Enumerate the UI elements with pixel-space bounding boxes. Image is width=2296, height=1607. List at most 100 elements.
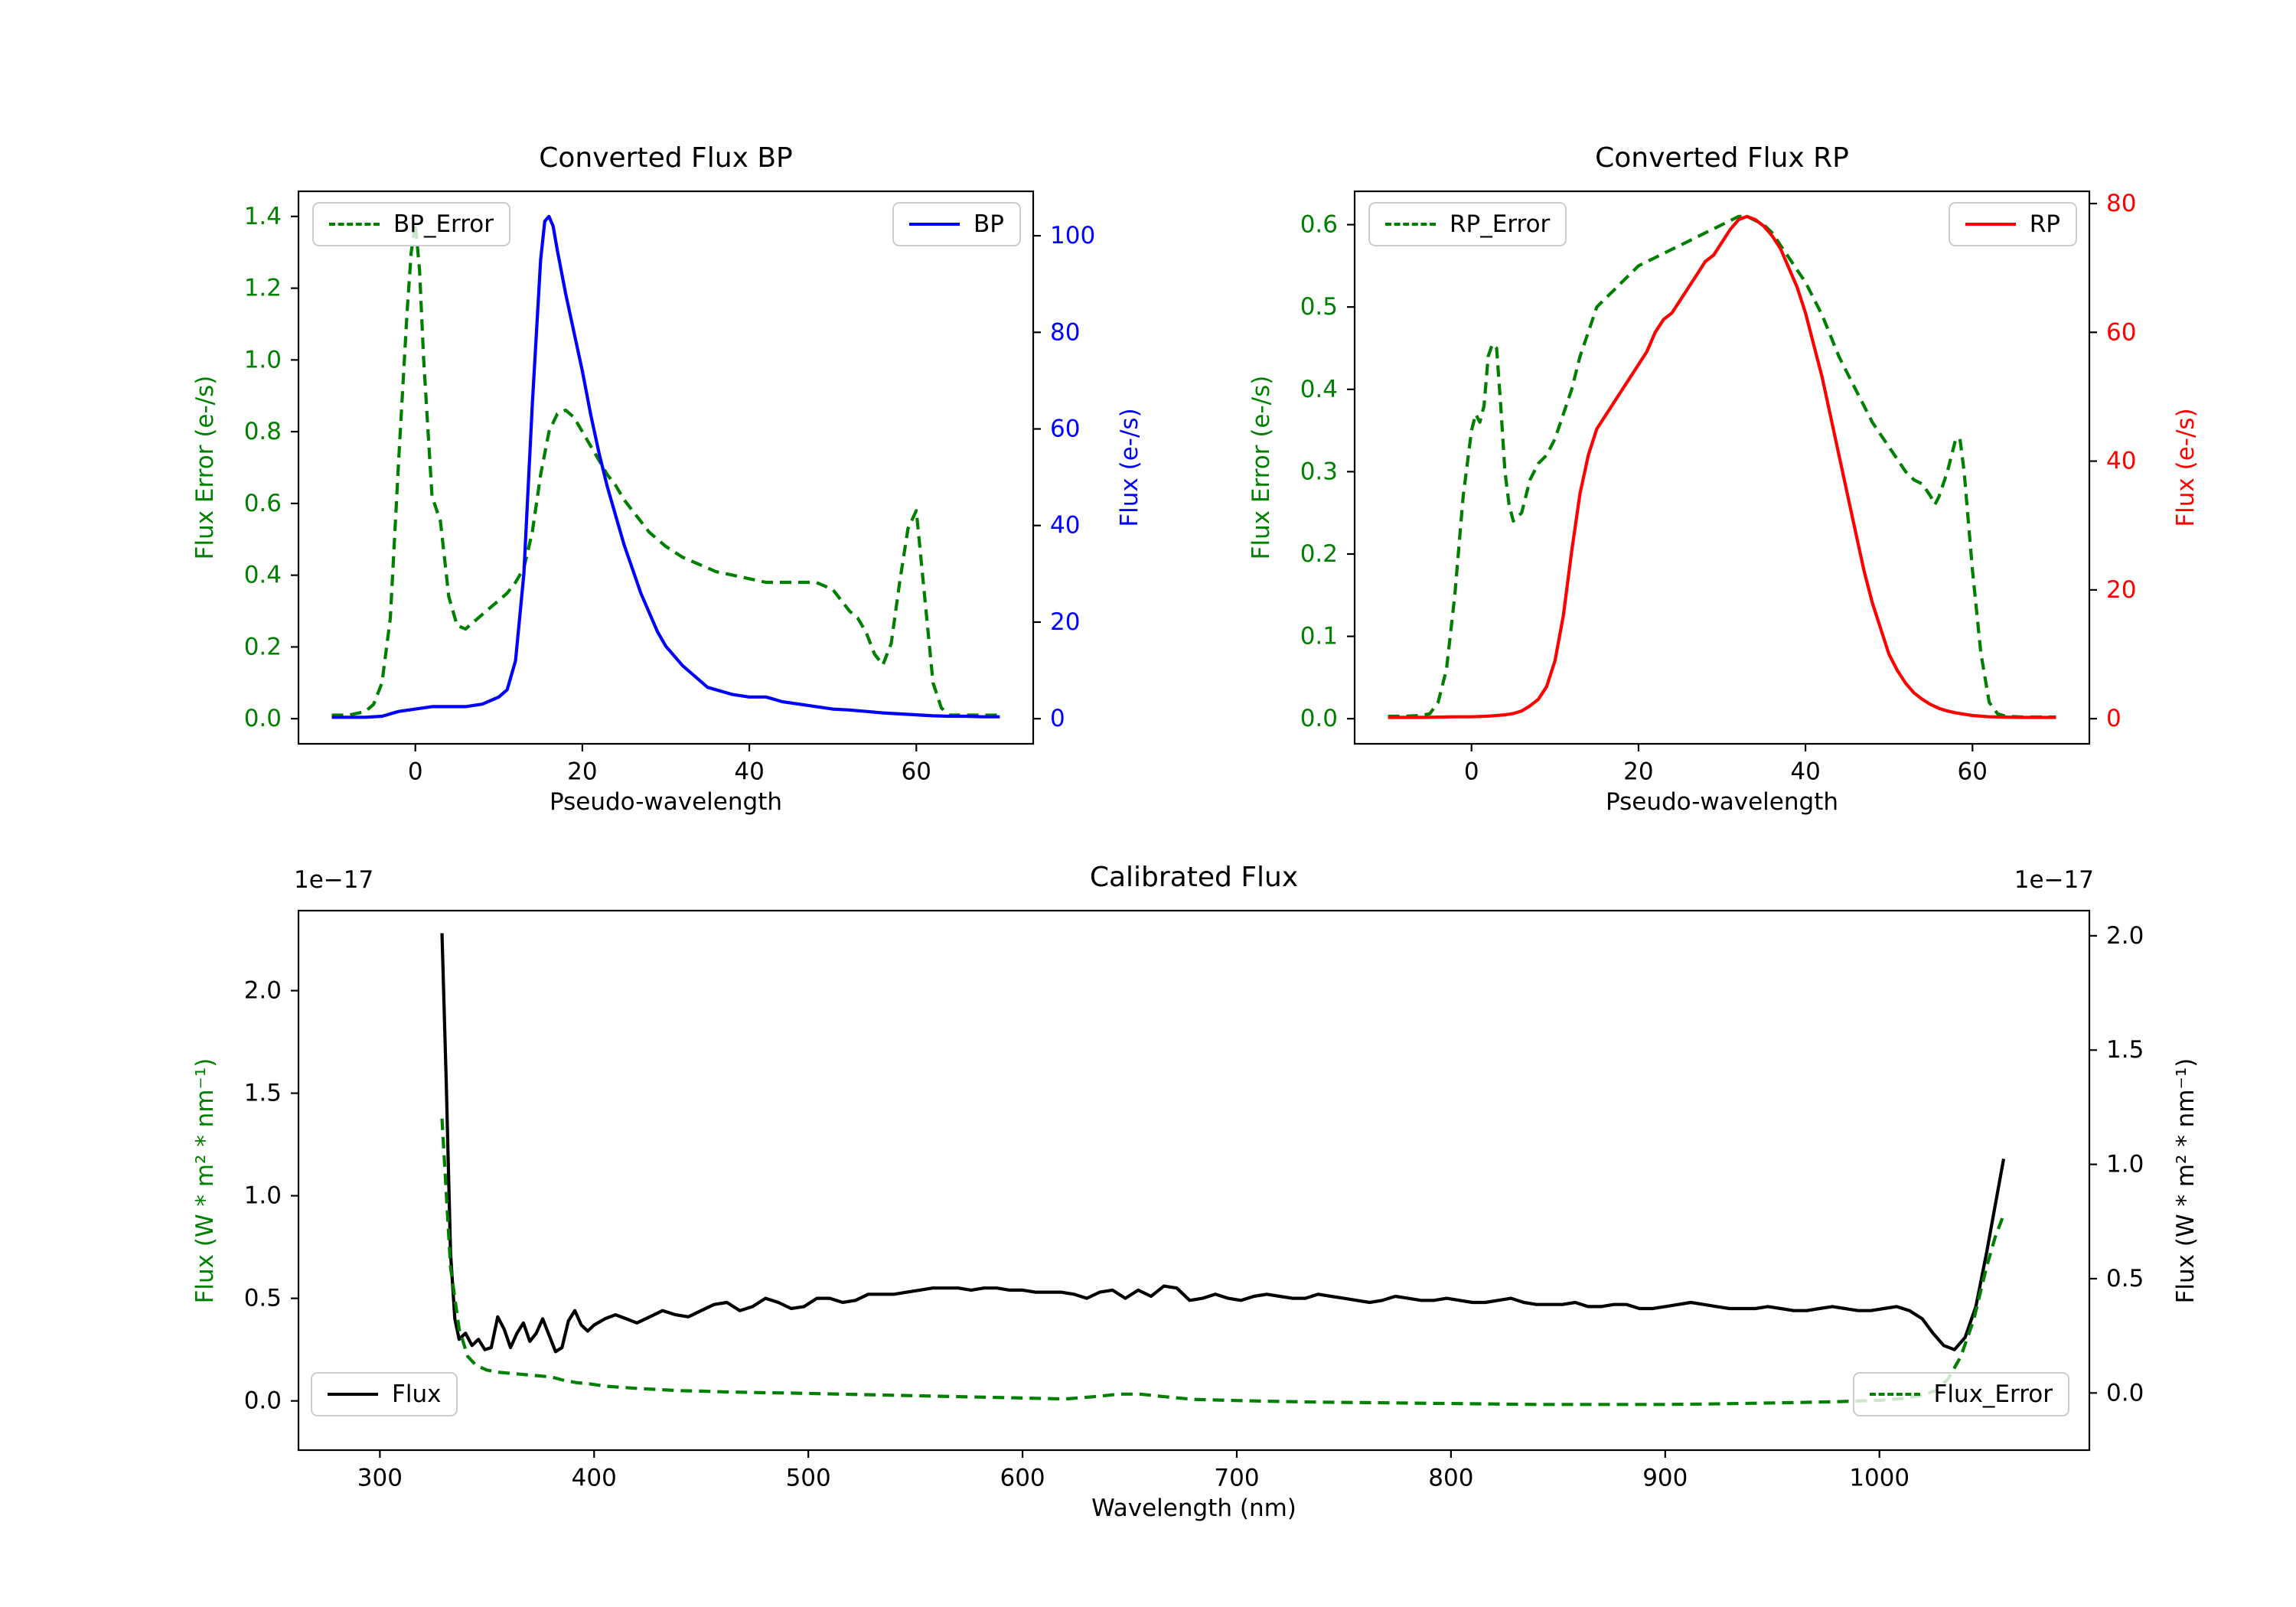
left-tick-label: 1.5 <box>244 1080 282 1107</box>
right-tick-label: 0.0 <box>2106 1379 2144 1407</box>
x-tick-label: 700 <box>1214 1464 1259 1491</box>
left-tick-label: 0.2 <box>244 633 282 660</box>
left-tick-label: 0.0 <box>244 1387 282 1415</box>
flux-error-legend-line-sample <box>1869 1393 1920 1396</box>
series-line-BP_Error <box>331 222 1000 717</box>
bp-legend-label: BP <box>974 210 1004 238</box>
axes-spines <box>297 909 2091 1452</box>
bp-error-legend: BP_Error <box>312 202 511 246</box>
rp-x-axis-label: Pseudo-wavelength <box>1605 788 1838 816</box>
bp-legend-line-sample <box>909 223 960 226</box>
flux-left-axis-offset-text: 1e−17 <box>294 866 374 894</box>
bp-error-legend-line-sample <box>329 223 380 226</box>
flux-error-legend-label: Flux_Error <box>1933 1380 2053 1408</box>
rp-y-axis-label-left: Flux Error (e-/s) <box>1247 375 1275 560</box>
left-tick-label: 0.6 <box>244 490 282 517</box>
right-tick-label: 1.5 <box>2106 1036 2144 1064</box>
x-tick-label: 1000 <box>1849 1464 1910 1491</box>
flux-plot-area: 300 400 500 600 700 800 900 1000 0.0 0.5 1.0 1.5 2.0… <box>244 909 2144 1491</box>
right-tick-label: 1.0 <box>2106 1151 2144 1178</box>
right-tick-label: 80 <box>2106 190 2136 217</box>
right-tick-label: 0.5 <box>2106 1265 2144 1292</box>
rp-legend-label: RP <box>2029 210 2060 238</box>
bp-y-axis-label-left: Flux Error (e-/s) <box>191 375 219 560</box>
x-tick-label: 300 <box>357 1464 403 1491</box>
left-tick-label: 0.4 <box>244 562 282 589</box>
left-tick-label: 0.1 <box>1300 623 1338 650</box>
subplot-converted-flux-bp: Converted Flux BP Flux Error (e-/s) Flux… <box>191 142 1143 816</box>
flux-y-axis-label-right: Flux (W * m² * nm⁻¹) <box>2172 1058 2200 1303</box>
left-tick-label: 1.0 <box>244 1182 282 1210</box>
left-tick-label: 0.3 <box>1300 458 1338 485</box>
flux-y-axis-label-left: Flux (W * m² * nm⁻¹) <box>191 1058 219 1303</box>
right-tick-label: 0 <box>1050 705 1065 732</box>
x-tick-label: 40 <box>734 758 764 785</box>
rp-error-legend-label: RP_Error <box>1450 210 1551 238</box>
x-tick-label: 0 <box>1464 758 1479 785</box>
bp-y-axis-label-right: Flux (e-/s) <box>1116 408 1143 527</box>
x-tick-label: 500 <box>786 1464 831 1491</box>
bp-error-legend-label: BP_Error <box>393 210 494 238</box>
left-tick-label: 1.0 <box>244 346 282 373</box>
left-tick-label: 0.6 <box>1300 211 1338 239</box>
subplot-calibrated-flux: Calibrated Flux 1e−17 1e−17 Flux (W * m²… <box>191 862 2200 1522</box>
flux-legend-label: Flux <box>392 1380 442 1408</box>
left-tick-label: 0.4 <box>1300 376 1338 403</box>
series-line-RP_Error <box>1388 214 2056 719</box>
left-tick-label: 0.5 <box>244 1285 282 1312</box>
flux-chart-title: Calibrated Flux <box>1089 862 1299 893</box>
left-tick-label: 1.4 <box>244 203 282 230</box>
rp-y-axis-label-right: Flux (e-/s) <box>2172 408 2200 527</box>
x-tick-label: 400 <box>572 1464 617 1491</box>
left-tick-label: 0.8 <box>244 418 282 445</box>
right-tick-label: 20 <box>2106 576 2136 604</box>
left-tick-label: 2.0 <box>244 977 282 1005</box>
axes-spines <box>1353 190 2091 745</box>
series-line-Flux_Error <box>440 1118 2005 1407</box>
flux-right-axis-offset-text: 1e−17 <box>2014 866 2094 894</box>
bp-x-axis-label: Pseudo-wavelength <box>549 788 782 816</box>
rp-chart-title: Converted Flux RP <box>1595 142 1849 174</box>
left-tick-label: 0.0 <box>244 705 282 732</box>
rp-legend-line-sample <box>1965 223 2016 226</box>
bp-legend: BP <box>892 202 1021 246</box>
x-tick-label: 60 <box>902 758 931 785</box>
left-tick-label: 0.0 <box>1300 705 1338 732</box>
series-line-BP <box>331 214 1000 719</box>
rp-error-legend: RP_Error <box>1368 202 1567 246</box>
x-tick-label: 20 <box>1623 758 1653 785</box>
x-tick-label: 800 <box>1428 1464 1473 1491</box>
left-tick-label: 1.2 <box>244 275 282 302</box>
x-tick-label: 40 <box>1790 758 1820 785</box>
flux-legend-line-sample <box>328 1393 378 1396</box>
rp-plot-area: 0 20 40 60 0.0 0.1 0.2 0.3 0.4 0.5 0.6 0 20 40 60 80 <box>1300 190 2137 785</box>
rp-legend: RP <box>1948 202 2077 246</box>
right-tick-label: 60 <box>2106 318 2136 346</box>
x-tick-label: 600 <box>1000 1464 1045 1491</box>
rp-error-legend-line-sample <box>1385 223 1436 226</box>
left-tick-label: 0.2 <box>1300 540 1338 568</box>
axes-spines <box>297 190 1035 745</box>
right-tick-label: 2.0 <box>2106 922 2144 950</box>
bp-plot-area: 0 20 40 60 0.0 0.2 0.4 0.6 0.8 1.0 1.2 1.4 0 20 40 60 80… <box>244 190 1095 785</box>
right-tick-label: 100 <box>1050 222 1095 249</box>
subplot-converted-flux-rp: Converted Flux RP Flux Error (e-/s) Flux… <box>1247 142 2200 816</box>
right-tick-label: 40 <box>2106 448 2136 475</box>
x-tick-label: 20 <box>567 758 597 785</box>
right-tick-label: 0 <box>2106 705 2122 732</box>
series-line-Flux <box>440 933 2006 1354</box>
right-tick-label: 80 <box>1050 318 1080 346</box>
flux-error-legend: Flux_Error <box>1852 1372 2069 1416</box>
flux-x-axis-label: Wavelength (nm) <box>1091 1495 1296 1522</box>
right-tick-label: 60 <box>1050 416 1080 443</box>
x-tick-label: 60 <box>1958 758 1988 785</box>
bp-chart-title: Converted Flux BP <box>539 142 793 174</box>
flux-legend: Flux <box>311 1372 458 1416</box>
series-line-RP <box>1388 214 2056 719</box>
left-tick-label: 0.5 <box>1300 293 1338 321</box>
right-tick-label: 40 <box>1050 512 1080 539</box>
x-tick-label: 0 <box>408 758 423 785</box>
right-tick-label: 20 <box>1050 608 1080 636</box>
x-tick-label: 900 <box>1642 1464 1688 1491</box>
